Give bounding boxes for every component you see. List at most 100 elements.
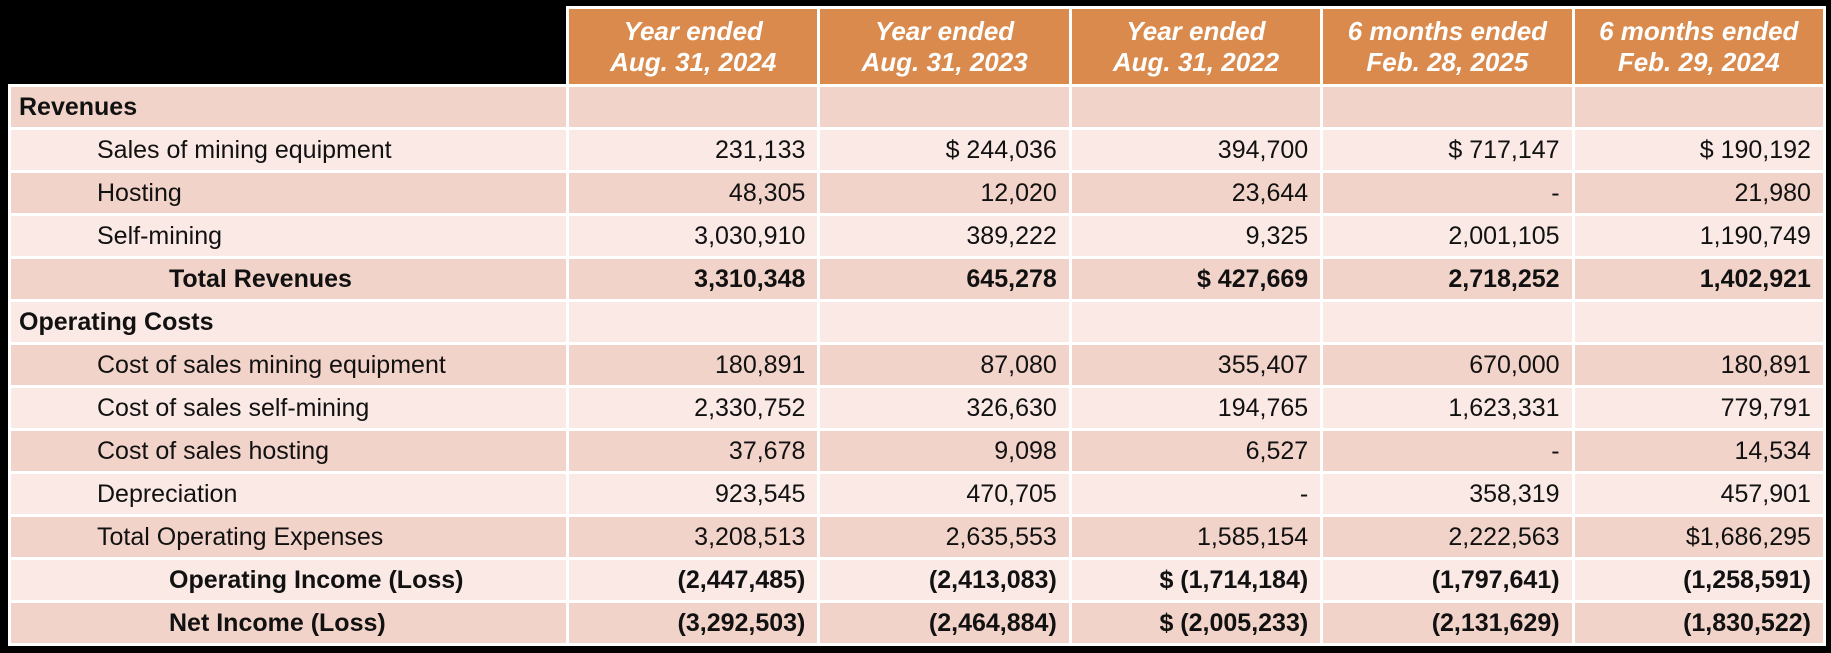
row-label: Cost of sales self-mining xyxy=(8,385,569,431)
header-blank-cell xyxy=(9,7,568,86)
cell-value: 3,030,910 xyxy=(565,213,821,259)
cell-value: (2,447,485) xyxy=(565,557,821,603)
cell-value: $ (2,005,233) xyxy=(1068,600,1324,646)
cell-value: 2,635,553 xyxy=(817,514,1072,560)
cell-value: 645,278 xyxy=(817,256,1072,302)
cell-value: 923,545 xyxy=(565,471,821,517)
column-header-line2: Feb. 28, 2025 xyxy=(1366,46,1529,77)
table-row: Cost of sales mining equipment 180,891 8… xyxy=(8,342,1826,388)
cell-value: 394,700 xyxy=(1068,127,1324,173)
row-label: Sales of mining equipment xyxy=(8,127,569,173)
table-row: Total Operating Expenses 3,208,513 2,635… xyxy=(8,514,1826,560)
table-row-section: Operating Costs xyxy=(8,299,1826,345)
cell-value: 2,222,563 xyxy=(1320,514,1575,560)
row-label: Net Income (Loss) xyxy=(8,600,569,646)
cell-value xyxy=(1571,299,1826,345)
cell-value: 2,330,752 xyxy=(565,385,821,431)
table-row: Cost of sales self-mining 2,330,752 326,… xyxy=(8,385,1826,431)
column-header: Year ended Aug. 31, 2024 xyxy=(565,6,821,87)
cell-value: (2,131,629) xyxy=(1320,600,1575,646)
cell-value: 670,000 xyxy=(1320,342,1575,388)
table-row: Sales of mining equipment 231,133 $ 244,… xyxy=(8,127,1826,173)
cell-value xyxy=(1320,84,1575,130)
cell-value: 194,765 xyxy=(1068,385,1324,431)
table-row-total: Total Revenues 3,310,348 645,278 $ 427,6… xyxy=(8,256,1826,302)
column-header-line2: Aug. 31, 2023 xyxy=(861,46,1028,77)
column-header-line1: Year ended xyxy=(623,15,763,46)
cell-value: $ 427,669 xyxy=(1068,256,1324,302)
cell-value: 21,980 xyxy=(1571,170,1826,216)
column-header-line1: Year ended xyxy=(1126,15,1266,46)
cell-value: 3,310,348 xyxy=(565,256,821,302)
cell-value: 23,644 xyxy=(1068,170,1324,216)
cell-value: 180,891 xyxy=(1571,342,1826,388)
cell-value: 389,222 xyxy=(817,213,1072,259)
cell-value: $1,686,295 xyxy=(1571,514,1826,560)
cell-value xyxy=(565,299,821,345)
cell-value xyxy=(1571,84,1826,130)
cell-value xyxy=(817,299,1072,345)
table-row-total: Operating Income (Loss) (2,447,485) (2,4… xyxy=(8,557,1826,603)
cell-value: $ 717,147 xyxy=(1320,127,1575,173)
row-label: Cost of sales mining equipment xyxy=(8,342,569,388)
cell-value: - xyxy=(1068,471,1324,517)
cell-value: 9,325 xyxy=(1068,213,1324,259)
cell-value: 3,208,513 xyxy=(565,514,821,560)
cell-value xyxy=(1068,84,1324,130)
cell-value: 180,891 xyxy=(565,342,821,388)
cell-value: (1,797,641) xyxy=(1320,557,1575,603)
header-row: Year ended Aug. 31, 2024 Year ended Aug. 3… xyxy=(9,6,1826,87)
row-label: Hosting xyxy=(8,170,569,216)
cell-value xyxy=(1068,299,1324,345)
cell-value: $ 244,036 xyxy=(817,127,1072,173)
table-row: Self-mining 3,030,910 389,222 9,325 2,00… xyxy=(8,213,1826,259)
cell-value: $ 190,192 xyxy=(1571,127,1826,173)
row-label: Revenues xyxy=(8,84,569,130)
cell-value: 37,678 xyxy=(565,428,821,474)
row-label: Total Operating Expenses xyxy=(8,514,569,560)
table-row-total: Net Income (Loss) (3,292,503) (2,464,884… xyxy=(8,600,1826,646)
table-row: Depreciation 923,545 470,705 - 358,319 4… xyxy=(8,471,1826,517)
cell-value xyxy=(817,84,1072,130)
cell-value: 1,190,749 xyxy=(1571,213,1826,259)
column-header-line2: Aug. 31, 2022 xyxy=(1112,46,1280,77)
financial-summary-table: Year ended Aug. 31, 2024 Year ended Aug. 3… xyxy=(8,6,1826,646)
row-label: Cost of sales hosting xyxy=(8,428,569,474)
cell-value: 1,623,331 xyxy=(1320,385,1575,431)
cell-value: 1,585,154 xyxy=(1068,514,1324,560)
row-label: Self-mining xyxy=(8,213,569,259)
row-label: Operating Income (Loss) xyxy=(8,557,569,603)
cell-value: (3,292,503) xyxy=(565,600,821,646)
cell-value: 470,705 xyxy=(817,471,1072,517)
cell-value: 9,098 xyxy=(817,428,1072,474)
cell-value: (2,413,083) xyxy=(817,557,1072,603)
column-header-line1: 6 months ended xyxy=(1599,15,1799,46)
row-label: Depreciation xyxy=(8,471,569,517)
column-header: 6 months ended Feb. 29, 2024 xyxy=(1571,6,1826,87)
column-header-line1: Year ended xyxy=(874,15,1015,46)
row-label: Operating Costs xyxy=(8,299,569,345)
column-header: Year ended Aug. 31, 2023 xyxy=(817,6,1072,87)
cell-value: 12,020 xyxy=(817,170,1072,216)
cell-value xyxy=(565,84,821,130)
column-header-line2: Aug. 31, 2024 xyxy=(610,46,777,77)
cell-value: 231,133 xyxy=(565,127,821,173)
cell-value: 779,791 xyxy=(1571,385,1826,431)
column-header: Year ended Aug. 31, 2022 xyxy=(1068,6,1324,87)
row-label: Total Revenues xyxy=(8,256,569,302)
cell-value: 6,527 xyxy=(1068,428,1324,474)
cell-value: $ (1,714,184) xyxy=(1068,557,1324,603)
column-header: 6 months ended Feb. 28, 2025 xyxy=(1320,6,1575,87)
table-row: Cost of sales hosting 37,678 9,098 6,527… xyxy=(8,428,1826,474)
cell-value: 358,319 xyxy=(1320,471,1575,517)
table-row-section: Revenues xyxy=(8,84,1826,130)
cell-value: 326,630 xyxy=(817,385,1072,431)
cell-value: - xyxy=(1320,428,1575,474)
column-header-line1: 6 months ended xyxy=(1347,15,1548,46)
cell-value: 87,080 xyxy=(817,342,1072,388)
cell-value: (2,464,884) xyxy=(817,600,1072,646)
cell-value: 2,718,252 xyxy=(1320,256,1575,302)
cell-value: 14,534 xyxy=(1571,428,1826,474)
cell-value: 2,001,105 xyxy=(1320,213,1575,259)
